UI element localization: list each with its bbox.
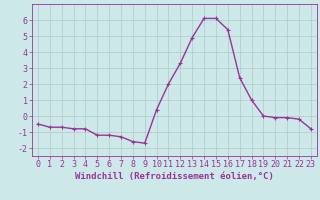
X-axis label: Windchill (Refroidissement éolien,°C): Windchill (Refroidissement éolien,°C) bbox=[75, 172, 274, 181]
